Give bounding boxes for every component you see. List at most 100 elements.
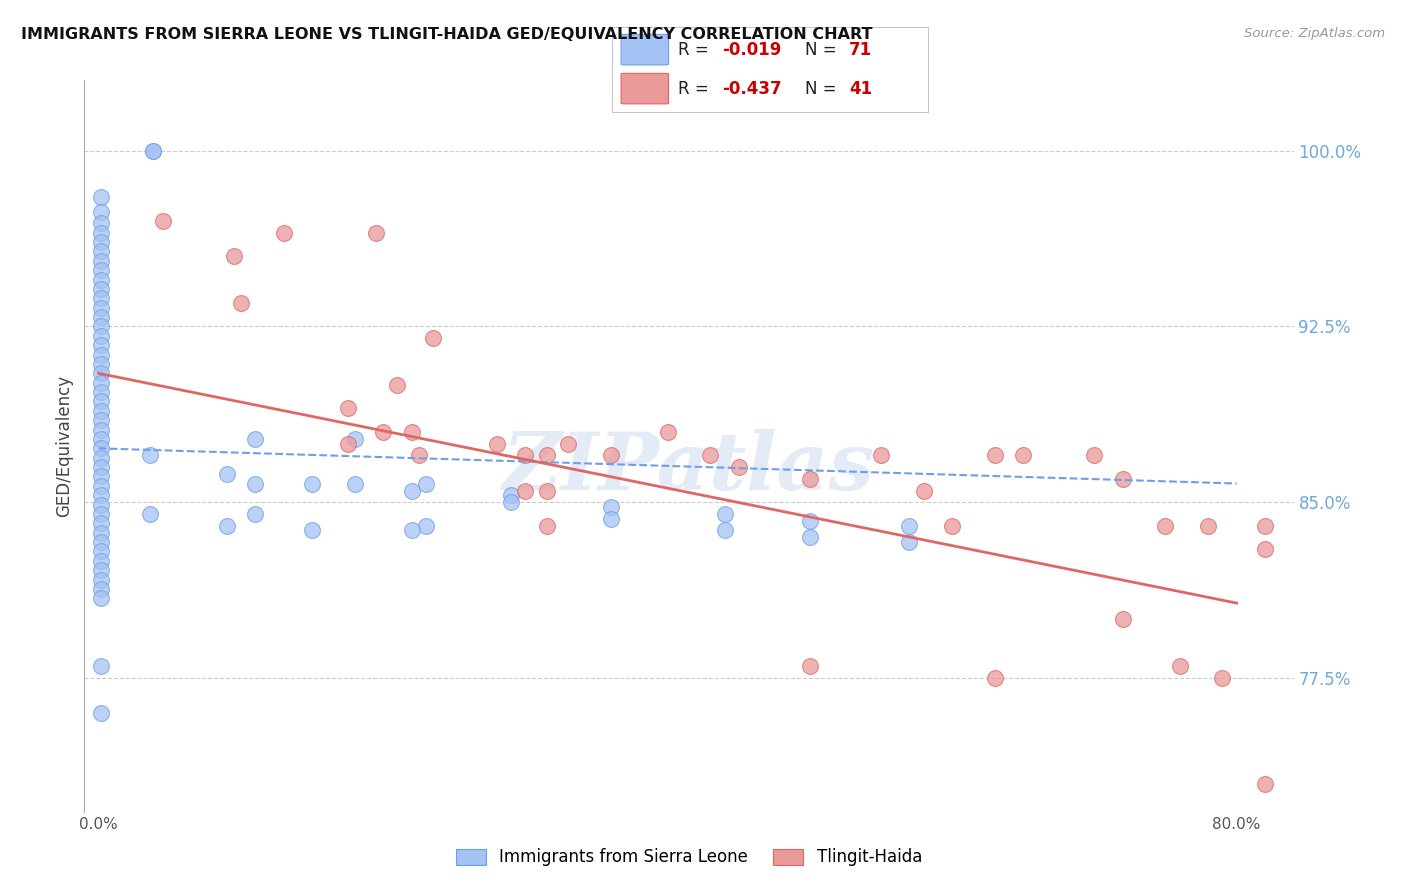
Point (1254, 518, 1277, 533)
Point (152, 214, 174, 228)
Point (401, 524, 423, 538)
Point (343, 476, 366, 491)
Point (536, 518, 558, 533)
Text: Source: ZipAtlas.com: Source: ZipAtlas.com (1244, 27, 1385, 40)
Point (90, 319, 112, 334)
Point (599, 511, 621, 525)
Point (536, 449, 558, 463)
Text: 71: 71 (849, 41, 872, 59)
Point (90, 544, 112, 558)
Point (536, 483, 558, 498)
Point (90, 563, 112, 577)
Point (90, 338, 112, 352)
Point (515, 449, 537, 463)
Point (215, 467, 238, 482)
Point (415, 476, 437, 491)
Point (501, 488, 523, 502)
Point (401, 425, 423, 439)
FancyBboxPatch shape (621, 73, 669, 103)
Point (336, 401, 359, 416)
Point (90, 432, 112, 446)
Point (90, 263, 112, 277)
Point (222, 249, 245, 263)
Point (90, 357, 112, 371)
Point (90, 469, 112, 483)
Point (90, 301, 112, 315)
Text: N =: N = (804, 41, 841, 59)
Point (243, 432, 266, 446)
Point (1197, 518, 1219, 533)
Point (90, 516, 112, 531)
Point (387, 378, 409, 392)
FancyBboxPatch shape (621, 35, 669, 65)
Point (229, 296, 252, 310)
Point (799, 530, 821, 544)
Point (90, 190, 112, 204)
Point (912, 483, 935, 498)
Text: IMMIGRANTS FROM SIERRA LEONE VS TLINGIT-HAIDA GED/EQUIVALENCY CORRELATION CHART: IMMIGRANTS FROM SIERRA LEONE VS TLINGIT-… (21, 27, 873, 42)
Point (243, 476, 266, 491)
Point (1254, 776, 1277, 790)
Text: R =: R = (678, 41, 714, 59)
Point (90, 244, 112, 259)
Y-axis label: GED/Equivalency: GED/Equivalency (55, 375, 73, 517)
Point (599, 449, 621, 463)
Point (243, 507, 266, 521)
Point (799, 472, 821, 486)
Text: ZIPatlas: ZIPatlas (503, 429, 875, 507)
Point (1112, 472, 1135, 486)
Point (941, 518, 963, 533)
Point (90, 226, 112, 240)
Point (364, 226, 387, 240)
Point (401, 483, 423, 498)
Point (301, 524, 323, 538)
Point (415, 518, 437, 533)
Point (557, 436, 579, 450)
Point (90, 394, 112, 409)
Point (799, 659, 821, 673)
Point (90, 706, 112, 721)
Point (1012, 449, 1035, 463)
Point (657, 425, 679, 439)
Point (485, 436, 508, 450)
Point (1211, 671, 1233, 685)
Point (713, 524, 735, 538)
Point (90, 423, 112, 437)
Point (90, 253, 112, 268)
Point (90, 498, 112, 512)
Point (1112, 612, 1135, 626)
Point (90, 507, 112, 521)
Point (1083, 449, 1105, 463)
Point (90, 310, 112, 324)
Point (422, 331, 444, 345)
Point (1154, 518, 1177, 533)
Point (1168, 659, 1191, 673)
Point (90, 216, 112, 230)
Point (90, 591, 112, 606)
Point (90, 367, 112, 381)
Point (90, 235, 112, 249)
Point (142, 144, 165, 158)
Point (984, 449, 1007, 463)
Point (301, 476, 323, 491)
Point (90, 450, 112, 465)
Point (408, 449, 430, 463)
Point (273, 226, 295, 240)
Point (90, 404, 112, 418)
Point (90, 272, 112, 286)
Point (90, 376, 112, 390)
Point (90, 385, 112, 400)
Point (343, 432, 366, 446)
Point (501, 495, 523, 509)
Point (515, 483, 537, 498)
Point (90, 442, 112, 456)
Point (90, 659, 112, 673)
Point (90, 525, 112, 540)
Point (139, 507, 162, 521)
Legend: Immigrants from Sierra Leone, Tlingit-Haida: Immigrants from Sierra Leone, Tlingit-Ha… (450, 841, 928, 873)
Point (139, 449, 162, 463)
Text: 41: 41 (849, 79, 872, 97)
Point (898, 518, 921, 533)
Point (870, 449, 893, 463)
Point (898, 535, 921, 549)
